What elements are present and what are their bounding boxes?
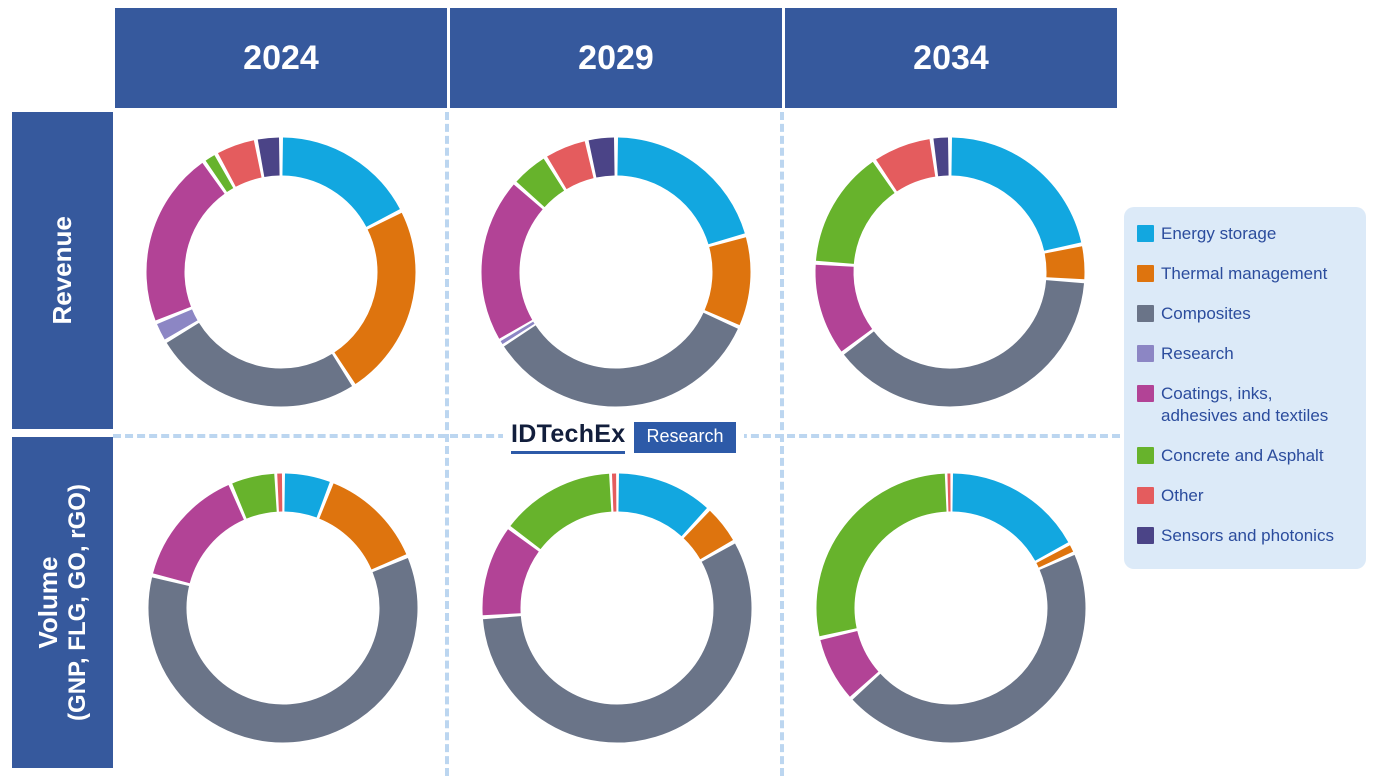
donut-volume-2034	[816, 473, 1086, 743]
idtechex-research-badge: Research	[634, 421, 736, 453]
column-header-2029: 2029	[450, 8, 782, 108]
composites-swatch-icon	[1137, 305, 1154, 322]
column-header-2034-label: 2034	[913, 38, 989, 77]
row-header-revenue-text: Revenue	[47, 216, 78, 324]
row-header-revenue: Revenue	[12, 112, 113, 429]
volume-label: Volume	[33, 556, 64, 649]
legend-item-concrete-and-asphalt: Concrete and Asphalt	[1137, 445, 1356, 467]
legend-label: Sensors and photonics	[1161, 526, 1334, 545]
revenue-label: Revenue	[47, 216, 78, 325]
idtechex-brand-text: IDTechEx	[511, 420, 626, 454]
column-header-2024: 2024	[115, 8, 447, 108]
donut-revenue-2024	[146, 137, 416, 407]
sensors-photonics-swatch-icon	[1137, 527, 1154, 544]
donut-volume-2024	[148, 473, 418, 743]
research-swatch-icon	[1137, 345, 1154, 362]
volume-sublabel: (GNP, FLG, GO, rGO)	[63, 484, 91, 721]
column-header-2034: 2034	[785, 8, 1117, 108]
legend-item-research: Research	[1137, 343, 1356, 365]
legend: Energy storage Thermal management Compos…	[1124, 207, 1366, 569]
legend-label: Coatings, inks, adhesives and textiles	[1161, 384, 1329, 425]
legend-item-sensors-and-photonics: Sensors and photonics	[1137, 525, 1356, 547]
column-divider-1	[445, 112, 449, 776]
donut-volume-2029	[482, 473, 752, 743]
donut-revenue-2029	[481, 137, 751, 407]
legend-label: Other	[1161, 486, 1204, 505]
column-divider-2	[780, 112, 784, 776]
column-header-2029-label: 2029	[578, 38, 654, 77]
legend-label: Research	[1161, 344, 1234, 363]
idtechex-logo: IDTechEx Research	[503, 417, 744, 457]
legend-item-thermal-management: Thermal management	[1137, 263, 1356, 285]
other-swatch-icon	[1137, 487, 1154, 504]
energy-storage-swatch-icon	[1137, 225, 1154, 242]
row-header-volume-text: Volume (GNP, FLG, GO, rGO)	[33, 484, 92, 721]
legend-item-coatings-inks-adhesives-textiles: Coatings, inks, adhesives and textiles	[1137, 383, 1356, 427]
coatings-swatch-icon	[1137, 385, 1154, 402]
row-header-volume: Volume (GNP, FLG, GO, rGO)	[12, 437, 113, 768]
column-header-2024-label: 2024	[243, 38, 319, 77]
legend-item-composites: Composites	[1137, 303, 1356, 325]
legend-label: Composites	[1161, 304, 1251, 323]
thermal-management-swatch-icon	[1137, 265, 1154, 282]
legend-label: Energy storage	[1161, 224, 1277, 243]
legend-label: Thermal management	[1161, 264, 1328, 283]
concrete-asphalt-swatch-icon	[1137, 447, 1154, 464]
legend-label: Concrete and Asphalt	[1161, 446, 1324, 465]
legend-item-other: Other	[1137, 485, 1356, 507]
donut-revenue-2034	[815, 137, 1085, 407]
legend-item-energy-storage: Energy storage	[1137, 223, 1356, 245]
